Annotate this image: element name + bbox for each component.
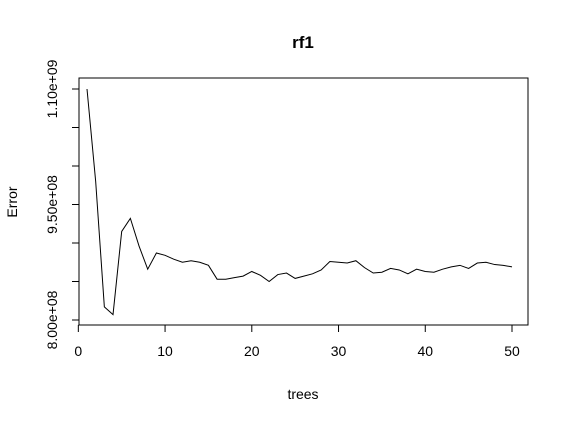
- y-tick-label: 1.10e+09: [44, 59, 60, 118]
- x-tick-label: 0: [74, 343, 82, 359]
- x-tick-label: 40: [417, 343, 433, 359]
- x-tick-label: 50: [504, 343, 520, 359]
- x-axis-label: trees: [287, 386, 318, 402]
- plot-frame: [78, 77, 529, 326]
- y-tick-label: 8.00e+08: [44, 290, 60, 349]
- series-layer: [86, 88, 513, 316]
- y-tick-label: 9.50e+08: [44, 175, 60, 234]
- x-tick-label: 20: [244, 343, 260, 359]
- x-tick-label: 10: [157, 343, 173, 359]
- series-line: [86, 88, 513, 316]
- x-tick-label: 30: [331, 343, 347, 359]
- y-axis-label: Error: [4, 186, 20, 217]
- chart-title: rf1: [292, 33, 314, 52]
- x-axis: 0 10 20 30 40 50: [74, 324, 520, 359]
- y-axis: 8.00e+08 9.50e+08 1.10e+09: [44, 59, 80, 349]
